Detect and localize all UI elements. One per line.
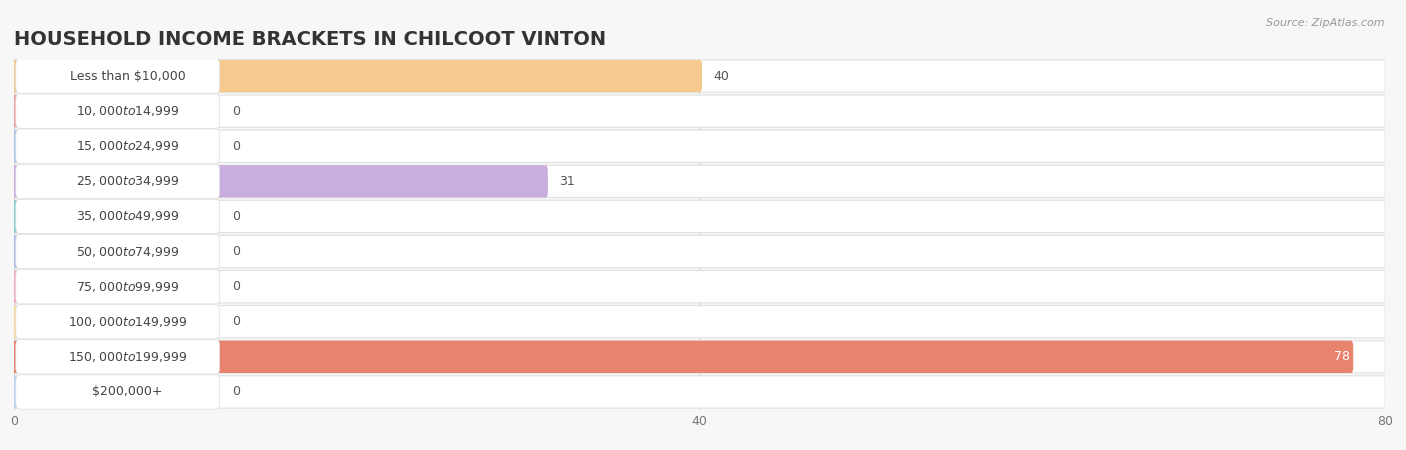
Text: 0: 0 [232,105,239,117]
Text: 0: 0 [232,210,239,223]
FancyBboxPatch shape [15,375,219,409]
FancyBboxPatch shape [14,341,1385,373]
FancyBboxPatch shape [15,94,219,128]
Text: $50,000 to $74,999: $50,000 to $74,999 [76,244,180,259]
FancyBboxPatch shape [11,270,105,303]
FancyBboxPatch shape [15,164,219,198]
FancyBboxPatch shape [14,200,1385,233]
Text: $25,000 to $34,999: $25,000 to $34,999 [76,174,180,189]
Text: Less than $10,000: Less than $10,000 [70,70,186,82]
Text: $15,000 to $24,999: $15,000 to $24,999 [76,139,180,153]
Text: 0: 0 [232,140,239,153]
FancyBboxPatch shape [14,165,1385,198]
FancyBboxPatch shape [14,376,1385,408]
FancyBboxPatch shape [11,60,702,92]
Text: 31: 31 [560,175,575,188]
FancyBboxPatch shape [14,306,1385,338]
Text: $200,000+: $200,000+ [93,386,163,398]
Text: 0: 0 [232,315,239,328]
FancyBboxPatch shape [14,235,1385,268]
FancyBboxPatch shape [15,234,219,269]
Text: $150,000 to $199,999: $150,000 to $199,999 [67,350,187,364]
Text: $10,000 to $14,999: $10,000 to $14,999 [76,104,180,118]
FancyBboxPatch shape [14,270,1385,303]
Text: Source: ZipAtlas.com: Source: ZipAtlas.com [1267,18,1385,28]
Text: 0: 0 [232,245,239,258]
FancyBboxPatch shape [15,129,219,163]
FancyBboxPatch shape [11,341,1353,373]
FancyBboxPatch shape [15,305,219,339]
FancyBboxPatch shape [15,270,219,304]
Text: 0: 0 [232,386,239,398]
Text: 40: 40 [713,70,730,82]
FancyBboxPatch shape [11,200,105,233]
FancyBboxPatch shape [11,306,105,338]
FancyBboxPatch shape [15,340,219,374]
FancyBboxPatch shape [14,60,1385,92]
Text: 78: 78 [1333,351,1350,363]
FancyBboxPatch shape [11,165,548,198]
Text: 0: 0 [232,280,239,293]
FancyBboxPatch shape [15,59,219,93]
Text: $35,000 to $49,999: $35,000 to $49,999 [76,209,180,224]
FancyBboxPatch shape [11,235,105,268]
Text: $100,000 to $149,999: $100,000 to $149,999 [67,315,187,329]
FancyBboxPatch shape [14,95,1385,127]
FancyBboxPatch shape [11,376,105,408]
Text: HOUSEHOLD INCOME BRACKETS IN CHILCOOT VINTON: HOUSEHOLD INCOME BRACKETS IN CHILCOOT VI… [14,30,606,49]
FancyBboxPatch shape [14,130,1385,162]
FancyBboxPatch shape [11,130,105,162]
FancyBboxPatch shape [15,199,219,234]
Text: $75,000 to $99,999: $75,000 to $99,999 [76,279,180,294]
FancyBboxPatch shape [11,95,105,127]
